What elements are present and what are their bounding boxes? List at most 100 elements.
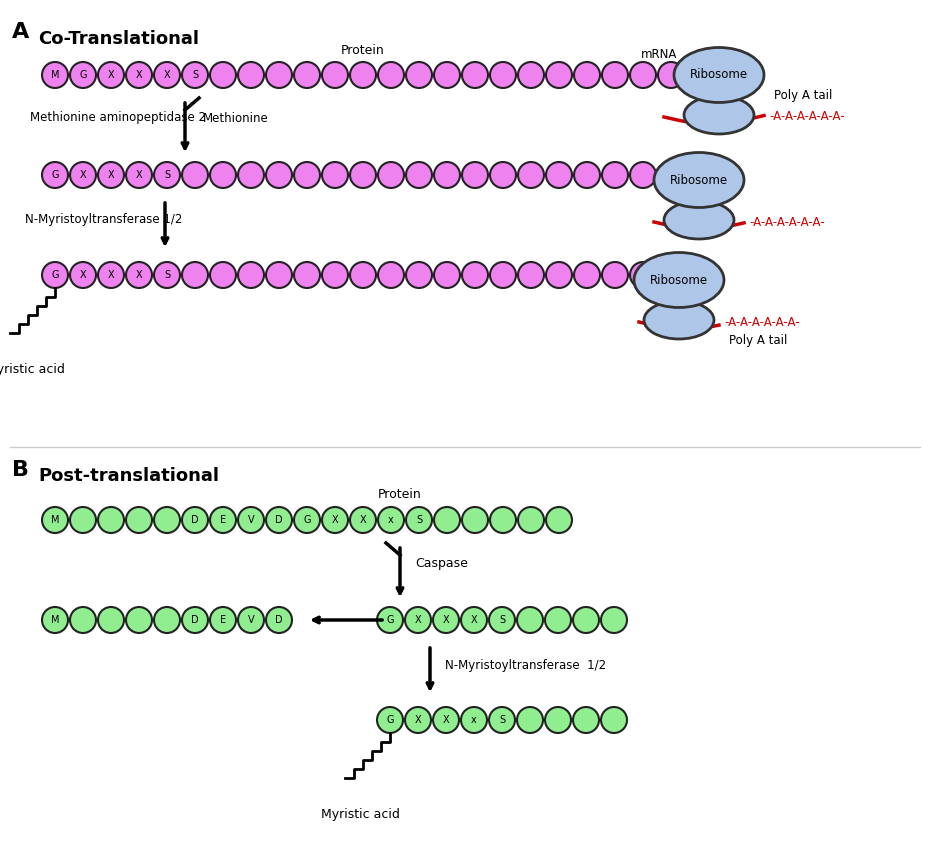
- Circle shape: [98, 162, 124, 188]
- Text: X: X: [360, 515, 366, 525]
- Text: x: x: [388, 515, 394, 525]
- Text: X: X: [80, 270, 86, 280]
- Circle shape: [322, 162, 348, 188]
- Text: X: X: [443, 615, 449, 625]
- Text: S: S: [164, 170, 170, 180]
- Circle shape: [601, 607, 627, 633]
- Circle shape: [98, 607, 124, 633]
- Circle shape: [98, 62, 124, 88]
- Text: G: G: [51, 170, 59, 180]
- Text: G: G: [303, 515, 311, 525]
- Circle shape: [518, 262, 544, 288]
- Circle shape: [238, 262, 264, 288]
- Circle shape: [490, 162, 516, 188]
- Circle shape: [70, 607, 96, 633]
- Circle shape: [378, 507, 404, 533]
- Circle shape: [601, 707, 627, 733]
- Circle shape: [406, 62, 432, 88]
- Circle shape: [350, 162, 376, 188]
- Circle shape: [322, 262, 348, 288]
- Circle shape: [490, 62, 516, 88]
- Text: Methionine aminopeptidase 2: Methionine aminopeptidase 2: [30, 112, 206, 125]
- Circle shape: [210, 162, 236, 188]
- Text: G: G: [386, 715, 393, 725]
- Circle shape: [434, 507, 460, 533]
- Circle shape: [266, 262, 292, 288]
- Circle shape: [406, 262, 432, 288]
- Text: Protein: Protein: [341, 43, 385, 56]
- Text: X: X: [80, 170, 86, 180]
- Circle shape: [658, 162, 684, 188]
- Circle shape: [630, 262, 656, 288]
- Circle shape: [294, 162, 320, 188]
- Circle shape: [490, 507, 516, 533]
- Circle shape: [42, 507, 68, 533]
- Text: X: X: [415, 615, 421, 625]
- Circle shape: [462, 162, 488, 188]
- Text: S: S: [416, 515, 422, 525]
- Circle shape: [517, 707, 543, 733]
- Ellipse shape: [684, 96, 754, 134]
- Circle shape: [126, 607, 152, 633]
- Circle shape: [630, 162, 656, 188]
- Circle shape: [490, 262, 516, 288]
- Circle shape: [42, 607, 68, 633]
- Text: S: S: [498, 715, 505, 725]
- Text: Ribosome: Ribosome: [670, 173, 728, 186]
- Text: -A-A-A-A-A-A-: -A-A-A-A-A-A-: [769, 110, 844, 123]
- Circle shape: [434, 62, 460, 88]
- Circle shape: [154, 62, 180, 88]
- Text: X: X: [108, 170, 114, 180]
- Circle shape: [405, 607, 431, 633]
- Text: X: X: [136, 170, 142, 180]
- Circle shape: [322, 62, 348, 88]
- Circle shape: [350, 62, 376, 88]
- Circle shape: [518, 162, 544, 188]
- Circle shape: [266, 607, 292, 633]
- Circle shape: [433, 607, 459, 633]
- Circle shape: [154, 162, 180, 188]
- Circle shape: [154, 607, 180, 633]
- Circle shape: [406, 507, 432, 533]
- Text: M: M: [51, 515, 60, 525]
- Circle shape: [434, 162, 460, 188]
- Text: -A-A-A-A-A-A-: -A-A-A-A-A-A-: [724, 316, 800, 329]
- Text: M: M: [51, 615, 60, 625]
- Circle shape: [182, 262, 208, 288]
- Text: Caspase: Caspase: [415, 557, 468, 570]
- Circle shape: [546, 162, 572, 188]
- Circle shape: [266, 507, 292, 533]
- Circle shape: [126, 507, 152, 533]
- Text: D: D: [192, 615, 199, 625]
- Circle shape: [42, 162, 68, 188]
- Circle shape: [42, 62, 68, 88]
- Circle shape: [573, 707, 599, 733]
- Text: X: X: [136, 270, 142, 280]
- Text: -A-A-A-A-A-A-: -A-A-A-A-A-A-: [749, 216, 825, 229]
- Text: X: X: [136, 70, 142, 80]
- Circle shape: [406, 162, 432, 188]
- Circle shape: [545, 707, 571, 733]
- Ellipse shape: [674, 48, 764, 102]
- Text: N-Myristoyltransferase  1/2: N-Myristoyltransferase 1/2: [445, 659, 606, 672]
- Circle shape: [350, 507, 376, 533]
- Text: Post-translational: Post-translational: [38, 467, 219, 485]
- Circle shape: [602, 62, 628, 88]
- Circle shape: [489, 607, 515, 633]
- Circle shape: [210, 62, 236, 88]
- Text: Ribosome: Ribosome: [690, 68, 748, 81]
- Text: D: D: [192, 515, 199, 525]
- Text: D: D: [275, 615, 283, 625]
- Circle shape: [377, 607, 403, 633]
- Circle shape: [154, 262, 180, 288]
- Circle shape: [98, 262, 124, 288]
- Text: Co-Translational: Co-Translational: [38, 30, 199, 48]
- Circle shape: [378, 62, 404, 88]
- Circle shape: [546, 262, 572, 288]
- Text: D: D: [275, 515, 283, 525]
- Text: N-Myristoyltransferase 1/2: N-Myristoyltransferase 1/2: [25, 213, 182, 226]
- Circle shape: [42, 262, 68, 288]
- Text: M: M: [51, 70, 60, 80]
- Circle shape: [70, 162, 96, 188]
- Circle shape: [238, 607, 264, 633]
